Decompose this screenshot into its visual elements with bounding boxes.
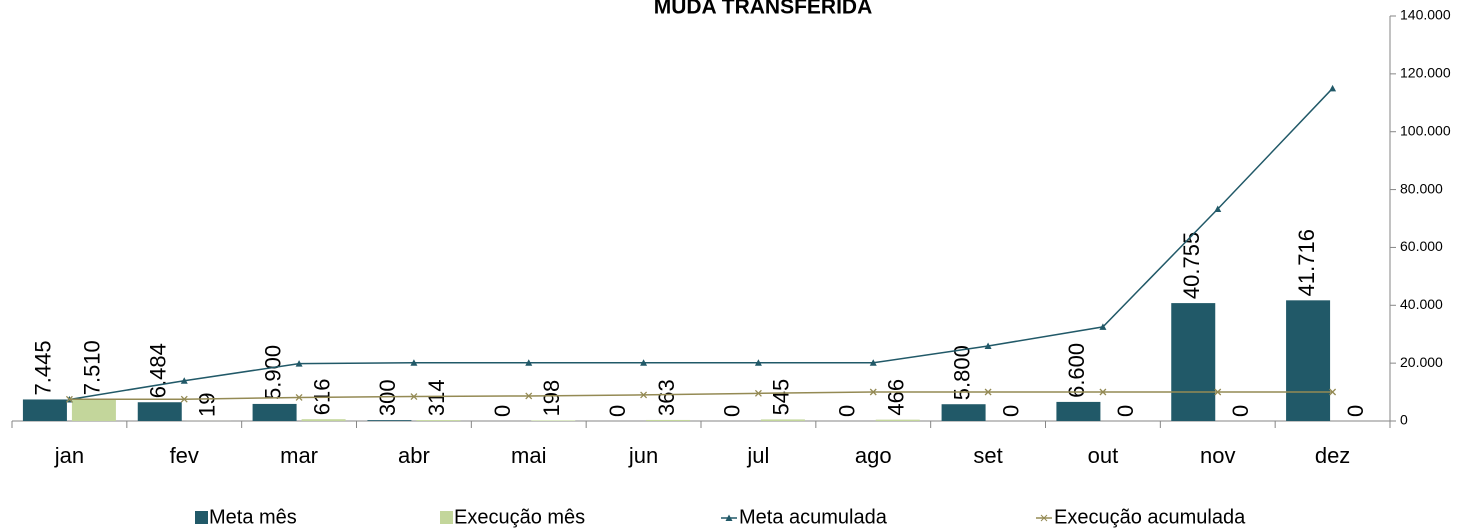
- line: [69, 87, 1334, 401]
- bar: [646, 419, 691, 421]
- x-tick-label: jun: [628, 443, 658, 468]
- marker: [640, 391, 648, 399]
- y-tick-label: 120.000: [1400, 65, 1451, 81]
- x-tick-label: jan: [54, 443, 84, 468]
- bar: [252, 403, 297, 421]
- data-label: 7.510: [80, 340, 105, 395]
- bar: [531, 420, 576, 421]
- legend-label: Execução mês: [454, 506, 585, 528]
- marker: [1329, 388, 1337, 396]
- data-label: 466: [884, 379, 909, 416]
- marker: [640, 359, 648, 366]
- y-tick-label: 140.000: [1400, 7, 1451, 23]
- data-label: 0: [720, 405, 745, 417]
- y-tick-label: 60.000: [1400, 238, 1443, 254]
- marker: [869, 388, 877, 396]
- y-tick-label: 0: [1400, 412, 1408, 428]
- legend-swatch: [195, 511, 208, 524]
- marker: [984, 388, 992, 396]
- marker: [180, 377, 188, 384]
- data-label: 41.716: [1294, 229, 1319, 296]
- legend-swatch: [440, 511, 453, 524]
- y-tick-label: 100.000: [1400, 122, 1451, 138]
- data-label: 5.800: [949, 345, 974, 400]
- data-label: 7.445: [31, 340, 56, 395]
- data-label: 198: [539, 380, 564, 417]
- bar: [22, 399, 67, 421]
- data-label: 545: [769, 379, 794, 416]
- marker: [1214, 388, 1222, 396]
- marker: [1329, 84, 1337, 92]
- data-label: 0: [1113, 405, 1138, 417]
- marker: [65, 395, 73, 403]
- x-tick-label: set: [973, 443, 1002, 468]
- bar: [367, 420, 412, 421]
- data-label: 363: [654, 379, 679, 416]
- x-tick-label: abr: [398, 443, 430, 468]
- marker: [1214, 205, 1222, 212]
- x-tick-label: mar: [280, 443, 318, 468]
- data-label: 6.484: [146, 343, 171, 398]
- data-label: 0: [605, 405, 630, 417]
- legend-label: Meta mês: [209, 506, 297, 528]
- marker: [869, 359, 877, 366]
- bar: [416, 420, 461, 421]
- data-label: 40.755: [1179, 232, 1204, 299]
- data-label: 0: [1228, 405, 1253, 417]
- data-label: 5.900: [260, 345, 285, 400]
- bar: [1056, 401, 1101, 421]
- y-tick-label: 40.000: [1400, 296, 1443, 312]
- bar: [760, 419, 805, 421]
- marker: [1099, 388, 1107, 396]
- marker: [525, 392, 533, 400]
- data-label: 19: [195, 392, 220, 416]
- marker: [754, 389, 762, 397]
- x-tick-label: dez: [1315, 443, 1350, 468]
- marker: [180, 395, 188, 403]
- marker: [754, 359, 762, 366]
- chart-title: MUDA TRANSFERIDA: [654, 0, 873, 19]
- data-label: 0: [835, 405, 860, 417]
- x-tick-label: ago: [855, 443, 892, 468]
- x-tick-label: fev: [170, 443, 199, 468]
- marker: [295, 360, 303, 367]
- legend-marker: [725, 514, 733, 521]
- bar: [1286, 300, 1331, 421]
- marker: [410, 359, 418, 366]
- bar: [301, 419, 346, 421]
- x-tick-label: nov: [1200, 443, 1235, 468]
- y-tick-label: 20.000: [1400, 354, 1443, 370]
- marker: [295, 393, 303, 401]
- x-tick-label: out: [1088, 443, 1119, 468]
- data-label: 300: [375, 379, 400, 416]
- bar: [875, 419, 920, 421]
- bar: [941, 404, 986, 421]
- marker: [525, 359, 533, 366]
- data-label: 314: [424, 379, 449, 416]
- y-tick-label: 80.000: [1400, 180, 1443, 196]
- legend-label: Meta acumulada: [739, 506, 888, 528]
- bar: [1171, 303, 1216, 421]
- line: [69, 391, 1333, 401]
- legend-marker: [1040, 514, 1048, 522]
- marker: [1099, 323, 1107, 330]
- data-label: 0: [490, 405, 515, 417]
- marker: [984, 342, 992, 349]
- bar: [137, 402, 182, 421]
- data-label: 0: [998, 405, 1023, 417]
- data-label: 6.600: [1064, 343, 1089, 398]
- marker: [410, 393, 418, 400]
- data-label: 0: [1343, 405, 1368, 417]
- x-tick-label: jul: [746, 443, 769, 468]
- x-tick-label: mai: [511, 443, 546, 468]
- bar: [71, 399, 116, 421]
- legend-label: Execução acumulada: [1054, 506, 1246, 528]
